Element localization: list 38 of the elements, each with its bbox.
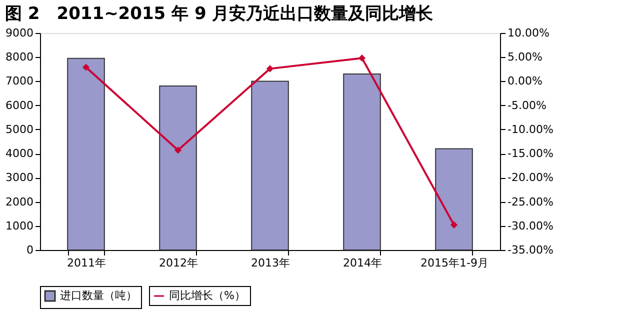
y2-tick-label: -25.00%: [508, 195, 554, 208]
bar: [251, 80, 289, 250]
y-tick-label: 2000: [6, 195, 34, 208]
chart-title: 图 2 2011~2015 年 9 月安乃近出口数量及同比增长: [5, 4, 434, 24]
y2-tick-label: -35.00%: [508, 244, 554, 256]
y-tick-label: 1000: [6, 219, 34, 232]
x-tick-label: 2014年: [343, 256, 382, 270]
point: [450, 221, 458, 228]
y-tick-label: 7000: [6, 74, 34, 88]
x-tick-label: 2012年: [159, 256, 198, 270]
bar: [343, 73, 381, 250]
y2-tick-label: -10.00%: [508, 122, 554, 136]
point: [82, 64, 90, 71]
y2-tick-label: -30.00%: [508, 219, 554, 232]
legend-label: 同比增长（%）: [169, 289, 246, 302]
y2-tick-label: -5.00%: [508, 98, 546, 112]
bar: [435, 148, 473, 250]
x-tick-label: 2011年: [67, 256, 106, 270]
y2-tick-label: 0.00%: [508, 74, 542, 88]
y2-tick-label: -20.00%: [508, 171, 554, 184]
point: [358, 54, 366, 62]
y2-tick-label: 10.00%: [508, 26, 550, 40]
x-tick-label: 2015年1-9月: [420, 256, 488, 270]
y-tick-label: 8000: [6, 50, 34, 64]
y2-tick-label: 5.00%: [508, 50, 542, 64]
point: [174, 146, 182, 154]
y-tick-label: 5000: [6, 122, 34, 136]
y-tick-label: 4000: [6, 147, 34, 160]
x-tick-label: 2013年: [251, 256, 290, 270]
legend-label: 进口数量（吨）: [60, 289, 137, 302]
y-tick-label: 6000: [6, 98, 34, 112]
y-tick-label: 3000: [6, 171, 34, 184]
bar: [67, 58, 105, 250]
y-tick-label: 0: [26, 244, 34, 256]
bar: [159, 86, 197, 250]
y2-tick-label: -15.00%: [508, 147, 554, 160]
point: [266, 65, 274, 72]
y-tick-label: 9000: [6, 26, 34, 40]
